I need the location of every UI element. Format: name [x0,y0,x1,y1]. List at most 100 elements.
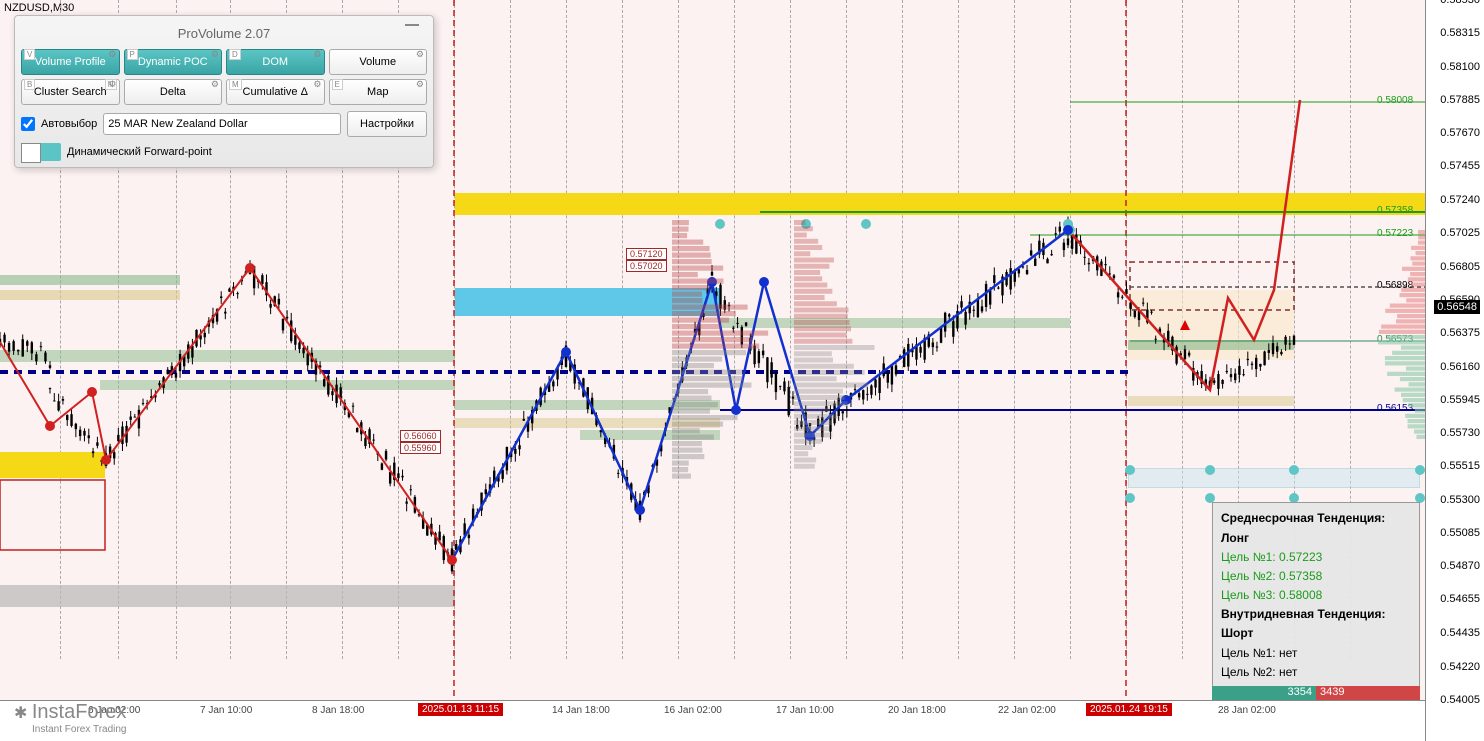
panel-button[interactable]: Cumulative ΔM⚙ [226,79,325,105]
gear-icon[interactable]: ⚙ [416,79,424,90]
gear-icon[interactable]: ⚙ [108,49,116,60]
target-2: Цель №2: 0.57358 [1221,567,1411,586]
symbol-label: NZDUSD,M30 [4,2,74,14]
provolume-panel[interactable]: ProVolume 2.07 Volume ProfileV⚙Dynamic P… [14,15,434,168]
gear-icon[interactable]: ⚙ [313,49,321,60]
grid-line-v [1014,0,1015,659]
trend-info-box: Среднесрочная Тенденция: Лонг Цель №1: 0… [1212,502,1420,689]
instrument-select[interactable]: 25 MAR New Zealand Dollar [103,113,341,135]
panel-button[interactable]: DOMD⚙ [226,49,325,75]
panel-button[interactable]: MapE⚙ [329,79,428,105]
grid-line-v [902,0,903,659]
y-tick: 0.54870 [1440,560,1480,572]
minimize-icon[interactable] [405,24,419,26]
price-zone [455,288,720,316]
y-tick: 0.58315 [1440,27,1480,39]
y-tick: 0.56160 [1440,361,1480,373]
panel-instrument-row: Автовыбор 25 MAR New Zealand Dollar Наст… [21,111,427,137]
autoselect-checkbox[interactable] [21,117,35,131]
grid-line-v [790,0,791,659]
x-tick: 20 Jan 18:00 [888,705,946,716]
price-line-label: 0.56573 [1377,334,1413,345]
price-line-label: 0.56153 [1377,403,1413,414]
y-tick: 0.57885 [1440,94,1480,106]
y-tick: 0.54655 [1440,593,1480,605]
grid-line-v [1126,0,1127,659]
grid-line-v [566,0,567,659]
y-tick: 0.54005 [1440,694,1480,706]
panel-button[interactable]: Dynamic POCP⚙ [124,49,223,75]
gear-icon[interactable]: ⚙ [211,49,219,60]
grid-line-v [454,0,455,659]
fwd-label: Динамический Forward-point [67,146,212,158]
panel-button[interactable]: Delta⚙ [124,79,223,105]
panel-title-text: ProVolume 2.07 [178,26,271,41]
y-tick: 0.55515 [1440,460,1480,472]
y-tick: 0.55085 [1440,527,1480,539]
autoselect-label: Автовыбор [41,118,97,130]
volume-footer: 3354 3439 [1212,686,1420,700]
price-zone [0,275,180,285]
grid-line-v [678,0,679,659]
watermark-logo: ✱ InstaForex Instant Forex Trading [14,701,127,735]
y-tick: 0.57670 [1440,127,1480,139]
price-zone [1128,468,1420,488]
logo-brand: InstaForex [32,701,126,723]
y-tick: 0.55730 [1440,427,1480,439]
price-line-label: 0.57223 [1377,228,1413,239]
grid-line-v [510,0,511,659]
y-tick: 0.58530 [1440,0,1480,6]
price-box: 0.57120 [626,248,667,260]
fwd-toggle[interactable] [21,143,61,161]
y-tick: 0.57240 [1440,194,1480,206]
y-tick: 0.57025 [1440,227,1480,239]
panel-button[interactable]: Cluster SearchBN⚙ [21,79,120,105]
price-line-label: 0.56898 [1377,280,1413,291]
settings-button[interactable]: Настройки [347,111,427,137]
y-tick: 0.54220 [1440,661,1480,673]
price-zone [720,318,1070,328]
x-tick: 17 Jan 10:00 [776,705,834,716]
y-tick: 0.58100 [1440,61,1480,73]
vol-buy: 3354 [1212,686,1316,700]
price-zone [455,400,720,410]
price-box: 0.56060 [400,430,441,442]
x-axis: 6 Jan 02:007 Jan 10:008 Jan 18:0010 Jan … [0,700,1425,741]
panel-button[interactable]: Volume⚙ [329,49,428,75]
grid-line-v [846,0,847,659]
mid-trend-value: Лонг [1221,531,1249,545]
price-zone [0,585,455,607]
y-axis: 0.585300.583150.581000.578850.576700.574… [1425,0,1484,741]
logo-tagline: Instant Forex Trading [14,724,127,735]
y-tick-current: 0.56548 [1434,300,1480,314]
y-tick: 0.55945 [1440,394,1480,406]
grid-line-v [958,0,959,659]
y-tick: 0.55300 [1440,494,1480,506]
price-zone [100,380,455,390]
short-target-1: Цель №1: нет [1221,644,1411,663]
price-zone [455,193,1425,215]
panel-row-2: Cluster SearchBN⚙Delta⚙Cumulative ΔM⚙Map… [21,79,427,105]
x-tick: 28 Jan 02:00 [1218,705,1276,716]
x-tick-marked: 2025.01.13 11:15 [418,703,503,716]
grid-line-v [1070,0,1071,659]
short-target-2: Цель №2: нет [1221,663,1411,682]
grid-line-v [622,0,623,659]
gear-icon[interactable]: ⚙ [211,79,219,90]
panel-fwd-row: Динамический Forward-point [21,143,427,161]
gear-icon[interactable]: ⚙ [416,49,424,60]
x-tick: 16 Jan 02:00 [664,705,722,716]
gear-icon[interactable]: ⚙ [108,79,116,90]
price-zone [0,350,455,362]
target-1: Цель №1: 0.57223 [1221,548,1411,567]
intra-trend-value: Шорт [1221,626,1253,640]
price-zone [1128,396,1294,406]
panel-button[interactable]: Volume ProfileV⚙ [21,49,120,75]
price-zone [1128,340,1294,350]
y-tick: 0.56805 [1440,261,1480,273]
target-3: Цель №3: 0.58008 [1221,586,1411,605]
arrow-up-icon [1180,320,1190,330]
x-tick: 22 Jan 02:00 [998,705,1056,716]
vol-sell: 3439 [1316,686,1420,700]
gear-icon[interactable]: ⚙ [313,79,321,90]
